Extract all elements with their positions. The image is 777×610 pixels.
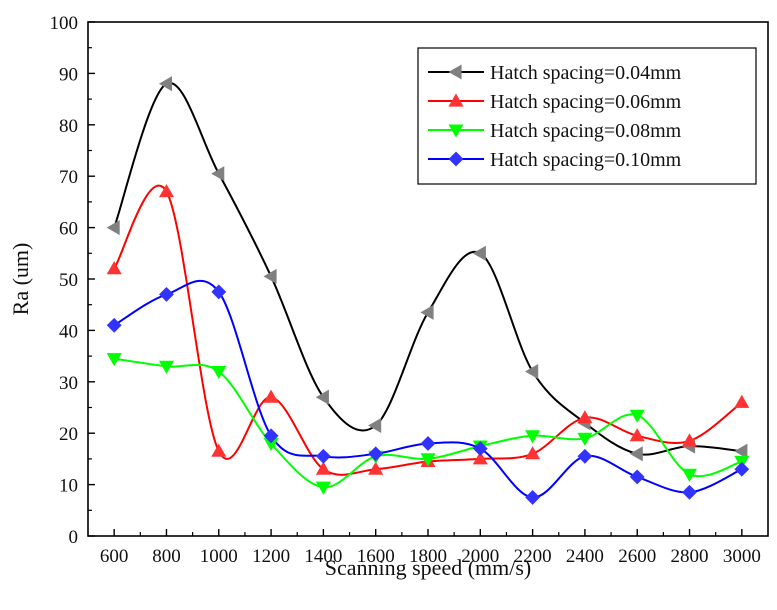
data-point-hatch-spacing-0-10mm	[629, 469, 645, 485]
data-point-hatch-spacing-0-10mm	[106, 317, 122, 333]
data-point-hatch-spacing-0-08mm	[681, 468, 698, 482]
legend-box	[417, 47, 757, 185]
data-point-hatch-spacing-0-08mm	[525, 430, 541, 444]
data-point-hatch-spacing-0-04mm	[106, 220, 120, 236]
x-axis-title: Scanning speed (mm/s)	[325, 555, 532, 580]
data-point-hatch-spacing-0-08mm	[420, 453, 436, 467]
y-tick-label: 50	[59, 270, 78, 291]
data-point-hatch-spacing-0-06mm	[368, 461, 384, 475]
x-tick-label: 1800	[409, 546, 447, 567]
data-point-hatch-spacing-0-08mm	[106, 353, 122, 367]
legend-marker-hatch-spacing-0-06mm	[448, 93, 464, 107]
legend-label: Hatch spacing=0.04mm	[490, 62, 682, 84]
x-tick-label: 800	[152, 546, 181, 567]
x-tick-label: 1000	[200, 546, 238, 567]
legend-marker-hatch-spacing-0-10mm	[448, 151, 464, 167]
y-tick-label: 30	[59, 373, 78, 394]
x-tick-label: 2600	[618, 546, 656, 567]
y-tick-label: 10	[59, 476, 78, 497]
data-point-hatch-spacing-0-06mm	[211, 443, 227, 457]
data-point-hatch-spacing-0-10mm	[211, 284, 227, 300]
data-point-hatch-spacing-0-04mm	[211, 166, 225, 182]
data-point-hatch-spacing-0-10mm	[368, 446, 384, 462]
data-point-hatch-spacing-0-04mm	[734, 443, 748, 459]
x-tick-label: 1400	[304, 546, 342, 567]
series-curve-hatch-spacing-0-04mm	[113, 81, 742, 456]
data-point-hatch-spacing-0-04mm	[263, 268, 277, 284]
x-tick-label: 1600	[357, 546, 395, 567]
data-point-hatch-spacing-0-08mm	[629, 409, 645, 423]
y-tick-label: 40	[59, 321, 78, 342]
data-point-hatch-spacing-0-10mm	[263, 428, 279, 444]
data-point-hatch-spacing-0-08mm	[211, 365, 227, 380]
data-point-hatch-spacing-0-06mm	[158, 183, 175, 198]
data-point-hatch-spacing-0-06mm	[263, 389, 279, 403]
data-point-hatch-spacing-0-10mm	[420, 436, 436, 451]
data-point-hatch-spacing-0-08mm	[315, 481, 331, 495]
data-point-hatch-spacing-0-06mm	[315, 461, 331, 475]
y-tick-label: 90	[59, 64, 78, 85]
x-tick-label: 600	[100, 546, 129, 567]
data-point-hatch-spacing-0-06mm	[577, 410, 593, 424]
data-point-hatch-spacing-0-06mm	[629, 428, 645, 442]
data-point-hatch-spacing-0-10mm	[682, 484, 697, 500]
y-tick-label: 100	[50, 13, 79, 34]
series-markers	[106, 76, 750, 505]
y-tick-label: 60	[59, 219, 78, 240]
data-point-hatch-spacing-0-10mm	[472, 441, 488, 457]
x-tick-label: 2800	[671, 546, 709, 567]
data-point-hatch-spacing-0-10mm	[315, 448, 331, 464]
data-point-hatch-spacing-0-06mm	[525, 446, 541, 460]
y-tick-label: 70	[59, 167, 78, 188]
data-point-hatch-spacing-0-04mm	[315, 389, 329, 405]
data-point-hatch-spacing-0-06mm	[734, 394, 750, 408]
data-point-hatch-spacing-0-10mm	[577, 448, 593, 464]
axis-ticks: 600 800 1000 1200 1400 1600 1800 2000 2200 2400 26…	[50, 13, 761, 567]
data-point-hatch-spacing-0-04mm	[629, 446, 643, 462]
y-tick-label: 0	[69, 527, 79, 548]
legend-label: Hatch spacing=0.06mm	[490, 91, 682, 113]
x-tick-label: 2200	[514, 546, 552, 567]
legend-label: Hatch spacing=0.10mm	[490, 149, 682, 171]
data-point-hatch-spacing-0-08mm	[577, 432, 593, 446]
series-curve-hatch-spacing-0-08mm	[114, 357, 743, 489]
x-tick-label: 1200	[252, 546, 290, 567]
data-point-hatch-spacing-0-04mm	[524, 363, 539, 380]
data-point-hatch-spacing-0-06mm	[472, 451, 488, 465]
legend-marker-hatch-spacing-0-08mm	[448, 124, 464, 138]
data-point-hatch-spacing-0-04mm	[472, 245, 486, 261]
legend-marker-hatch-spacing-0-04mm	[448, 64, 462, 80]
data-point-hatch-spacing-0-06mm	[106, 261, 122, 275]
data-point-hatch-spacing-0-08mm	[158, 360, 175, 375]
y-tick-label: 80	[59, 116, 78, 137]
series-curve-hatch-spacing-0-06mm	[113, 184, 743, 476]
data-point-hatch-spacing-0-10mm	[159, 286, 174, 302]
y-axis-title: Ra (um)	[8, 243, 33, 316]
data-point-hatch-spacing-0-06mm	[681, 433, 698, 447]
legend: Hatch spacing=0.04mm Hatch spacing=0.06mm…	[417, 47, 757, 185]
data-point-hatch-spacing-0-04mm	[420, 304, 434, 320]
legend-label: Hatch spacing=0.08mm	[490, 120, 682, 142]
data-point-hatch-spacing-0-10mm	[734, 461, 750, 477]
data-point-hatch-spacing-0-10mm	[525, 489, 541, 505]
y-tick-label: 20	[59, 424, 78, 445]
x-tick-label: 3000	[723, 546, 761, 567]
x-tick-label: 2400	[566, 546, 604, 567]
x-tick-label: 2000	[461, 546, 499, 567]
data-point-hatch-spacing-0-04mm	[158, 76, 172, 92]
data-point-hatch-spacing-0-04mm	[368, 417, 382, 434]
